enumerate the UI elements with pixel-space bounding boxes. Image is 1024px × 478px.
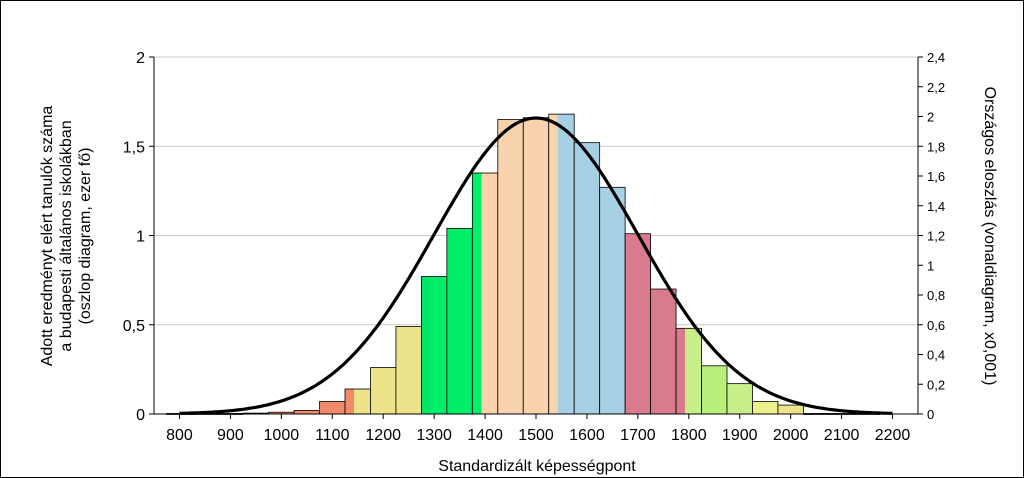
x-tick-label: 1100 bbox=[315, 427, 350, 444]
y-tick-label: 0 bbox=[136, 407, 145, 424]
bar-1900 bbox=[726, 383, 753, 415]
x-tick-label: 1500 bbox=[518, 427, 554, 444]
y-axis-title: Adott eredményt elért tanulók száma a bu… bbox=[39, 106, 94, 367]
y2-tick-label: 0,6 bbox=[927, 318, 945, 333]
x-axis-title: Standardizált képességpont bbox=[438, 458, 636, 475]
y2-tick-label: 1,4 bbox=[927, 199, 945, 214]
y-tick-label: 2 bbox=[136, 50, 145, 67]
x-tick-label: 1200 bbox=[365, 427, 401, 444]
y2-tick-label: 2 bbox=[927, 110, 934, 125]
bar-1600 bbox=[573, 142, 601, 415]
y2-tick-label: 2,4 bbox=[927, 50, 945, 65]
x-tick-label: 1300 bbox=[416, 427, 452, 444]
bar-1350 bbox=[446, 227, 473, 415]
bar-1200 bbox=[370, 367, 397, 415]
x-tick-label: 2100 bbox=[824, 427, 860, 444]
distribution-curve bbox=[179, 116, 893, 415]
y2-tick-label: 1,6 bbox=[927, 169, 945, 184]
x-tick-label: 1900 bbox=[722, 427, 758, 444]
x-tick-label: 1000 bbox=[264, 427, 300, 444]
y2-tick-label: 1 bbox=[927, 258, 934, 273]
bar-1550 bbox=[548, 113, 575, 415]
x-tick-label: 2200 bbox=[875, 427, 911, 444]
bar-1500 bbox=[522, 117, 550, 415]
bar-1400 bbox=[471, 172, 499, 415]
bar-1300 bbox=[420, 276, 448, 415]
bar-2000 bbox=[777, 404, 804, 415]
y-tick-label: 0,5 bbox=[123, 318, 145, 335]
x-tick-label: 1700 bbox=[620, 427, 656, 444]
bar-1100 bbox=[319, 401, 346, 415]
y2-tick-label: 0,4 bbox=[927, 348, 945, 363]
bar-1950 bbox=[752, 401, 779, 415]
bar-1650 bbox=[599, 186, 626, 415]
y2-tick-label: 0,2 bbox=[927, 377, 945, 392]
bar-1150 bbox=[344, 388, 371, 415]
x-tick-label: 800 bbox=[166, 427, 193, 444]
bar-1850 bbox=[701, 365, 728, 415]
y2-tick-label: 2,2 bbox=[927, 80, 945, 95]
x-tick-label: 900 bbox=[217, 427, 244, 444]
bar-1750 bbox=[650, 288, 677, 415]
y2-tick-label: 0 bbox=[927, 407, 934, 422]
y-axis-title-line-3: (oszlop diagram, ezer fő) bbox=[77, 148, 94, 325]
bar-1700 bbox=[624, 233, 652, 415]
bars-group bbox=[166, 113, 881, 415]
y2-tick-label: 1,8 bbox=[927, 139, 945, 154]
x-tick-label: 1400 bbox=[467, 427, 503, 444]
y-tick-label: 1,5 bbox=[123, 139, 145, 156]
bar-1450 bbox=[497, 119, 524, 415]
y-axis-title-line-1: Adott eredményt elért tanulók száma bbox=[39, 106, 56, 367]
bar-1050 bbox=[293, 410, 320, 415]
tick-labels: 0 0,5 1 1,5 2 0 0,2 0,4 0,6 0,8 1 1,2 1,4 1,6 1,8 2 2,2 2… bbox=[123, 50, 945, 444]
bar-1250 bbox=[395, 326, 422, 415]
x-tick-label: 1800 bbox=[671, 427, 707, 444]
x-tick-label: 2000 bbox=[773, 427, 809, 444]
y-tick-label: 1 bbox=[136, 229, 145, 246]
y2-tick-label: 0,8 bbox=[927, 288, 945, 303]
y-axis-title-line-2: a budapesti általános iskolákban bbox=[58, 120, 75, 351]
axes-group bbox=[149, 56, 923, 419]
bar-1800 bbox=[675, 327, 702, 415]
y2-tick-label: 1,2 bbox=[927, 229, 945, 244]
x-tick-label: 1600 bbox=[569, 427, 605, 444]
y2-axis-title: Országos eloszlás (vonaldiagram, x0,001) bbox=[981, 87, 998, 386]
